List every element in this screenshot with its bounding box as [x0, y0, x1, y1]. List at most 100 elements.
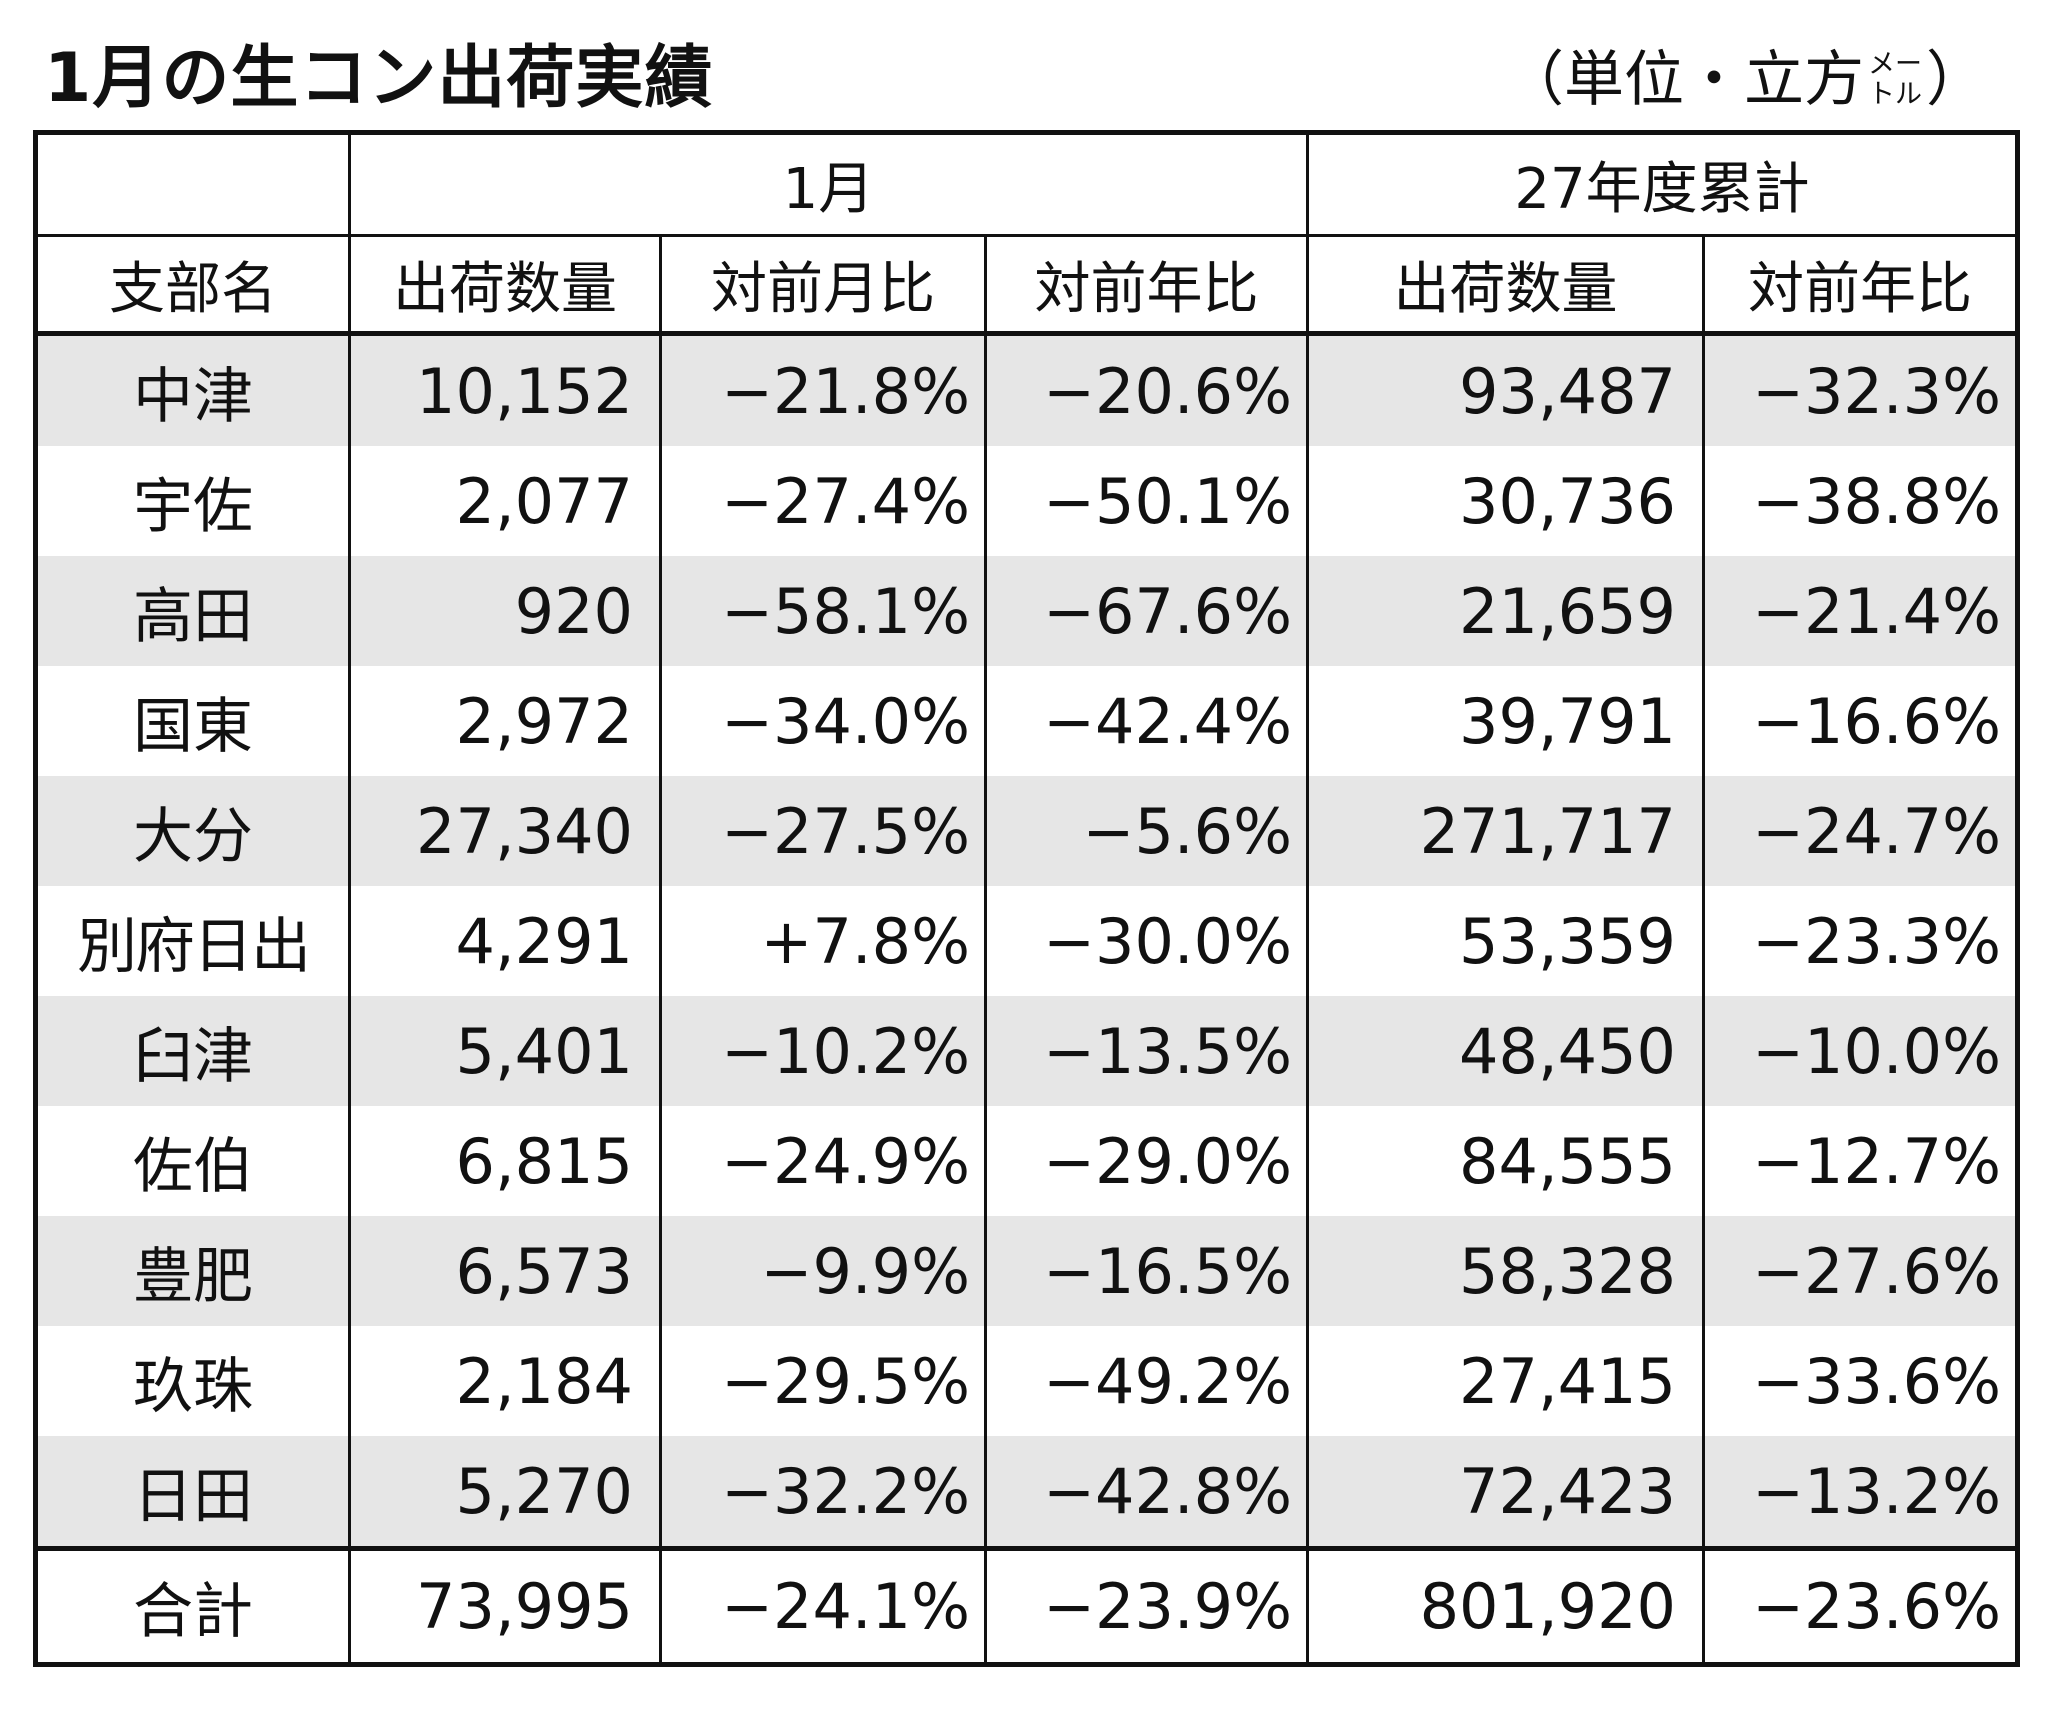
header-cum-qty: 出荷数量: [1306, 234, 1705, 336]
header-branch: 支部名: [34, 234, 351, 336]
table-row: 臼津 5,401 −10.2% −13.5% 48,450 −10.0%: [34, 996, 2020, 1106]
header-group-cumulative: 27年度累計: [1305, 131, 2020, 237]
month-yoy-cell: −29.0%: [984, 1106, 1309, 1216]
month-qty-cell: 920: [348, 556, 662, 666]
header-group-month: 1月: [348, 131, 1309, 237]
table-row: 高田 920 −58.1% −67.6% 21,659 −21.4%: [34, 556, 2020, 666]
total-branch: 合計: [34, 1546, 351, 1666]
month-mom-cell: −21.8%: [659, 333, 987, 446]
cum-qty-cell: 39,791: [1306, 666, 1705, 776]
table-row: 日田 5,270 −32.2% −42.8% 72,423 −13.2%: [34, 1436, 2020, 1549]
cum-yoy-cell: −27.6%: [1701, 1216, 2020, 1326]
cum-yoy-cell: −24.7%: [1701, 776, 2020, 886]
month-mom-cell: −9.9%: [659, 1216, 987, 1326]
cum-yoy-cell: −23.3%: [1701, 886, 2020, 996]
cum-yoy-cell: −16.6%: [1701, 666, 2020, 776]
month-qty-cell: 10,152: [348, 333, 662, 446]
month-yoy-cell: −42.8%: [984, 1436, 1309, 1549]
cum-yoy-cell: −32.3%: [1701, 333, 2020, 446]
month-qty-cell: 4,291: [348, 886, 662, 996]
table-row: 佐伯 6,815 −24.9% −29.0% 84,555 −12.7%: [34, 1106, 2020, 1216]
branch-cell: 中津: [34, 333, 351, 446]
table-row: 国東 2,972 −34.0% −42.4% 39,791 −16.6%: [34, 666, 2020, 776]
unit-open-paren: （: [1504, 45, 1564, 115]
branch-cell: 大分: [34, 776, 351, 886]
total-cum-qty: 801,920: [1306, 1546, 1705, 1666]
month-yoy-cell: −30.0%: [984, 886, 1309, 996]
branch-cell: 日田: [34, 1436, 351, 1549]
branch-cell: 国東: [34, 666, 351, 776]
month-qty-cell: 2,184: [348, 1326, 662, 1436]
cum-yoy-cell: −12.7%: [1701, 1106, 2020, 1216]
unit-prefix: 単位・立方: [1564, 45, 1864, 115]
table-row: 中津 10,152 −21.8% −20.6% 93,487 −32.3%: [34, 333, 2020, 446]
branch-cell: 豊肥: [34, 1216, 351, 1326]
branch-cell: 臼津: [34, 996, 351, 1106]
header-blank: [34, 131, 351, 237]
unit-stack-bottom: トル: [1868, 79, 1922, 110]
total-qty: 73,995: [348, 1546, 662, 1666]
cum-yoy-cell: −10.0%: [1701, 996, 2020, 1106]
cum-qty-cell: 48,450: [1306, 996, 1705, 1106]
total-yoy: −23.9%: [984, 1546, 1309, 1666]
unit-note: （ 単位・立方 メー トル ）: [1504, 40, 1986, 120]
month-yoy-cell: −49.2%: [984, 1326, 1309, 1436]
month-mom-cell: −32.2%: [659, 1436, 987, 1549]
month-yoy-cell: −5.6%: [984, 776, 1309, 886]
branch-cell: 佐伯: [34, 1106, 351, 1216]
cum-qty-cell: 27,415: [1306, 1326, 1705, 1436]
month-yoy-cell: −20.6%: [984, 333, 1309, 446]
month-mom-cell: −34.0%: [659, 666, 987, 776]
table-row: 宇佐 2,077 −27.4% −50.1% 30,736 −38.8%: [34, 446, 2020, 556]
cum-qty-cell: 58,328: [1306, 1216, 1705, 1326]
branch-cell: 別府日出: [34, 886, 351, 996]
header-column-row: 支部名 出荷数量 対前月比 対前年比 出荷数量 対前年比: [34, 234, 2020, 336]
shipment-table: 1月 27年度累計 支部名 出荷数量 対前月比 対前年比 出荷数量 対前年比 中…: [33, 130, 2021, 1667]
unit-stacked: メー トル: [1868, 50, 1922, 110]
month-qty-cell: 5,270: [348, 1436, 662, 1549]
cum-yoy-cell: −38.8%: [1701, 446, 2020, 556]
cum-yoy-cell: −33.6%: [1701, 1326, 2020, 1436]
unit-stack-top: メー: [1868, 49, 1922, 80]
month-qty-cell: 5,401: [348, 996, 662, 1106]
header-group-row: 1月 27年度累計: [34, 131, 2020, 237]
table-row: 別府日出 4,291 +7.8% −30.0% 53,359 −23.3%: [34, 886, 2020, 996]
month-mom-cell: −27.5%: [659, 776, 987, 886]
page-title: 1月の生コン出荷実績: [44, 39, 714, 118]
cum-qty-cell: 30,736: [1306, 446, 1705, 556]
month-qty-cell: 27,340: [348, 776, 662, 886]
table-row: 玖珠 2,184 −29.5% −49.2% 27,415 −33.6%: [34, 1326, 2020, 1436]
cum-qty-cell: 84,555: [1306, 1106, 1705, 1216]
month-qty-cell: 6,815: [348, 1106, 662, 1216]
header-cum-yoy: 対前年比: [1701, 234, 2020, 336]
unit-close-paren: ）: [1926, 45, 1986, 115]
total-cum-yoy: −23.6%: [1701, 1546, 2020, 1666]
cum-qty-cell: 53,359: [1306, 886, 1705, 996]
table-row: 大分 27,340 −27.5% −5.6% 271,717 −24.7%: [34, 776, 2020, 886]
total-row: 合計 73,995 −24.1% −23.9% 801,920 −23.6%: [34, 1546, 2020, 1666]
month-mom-cell: +7.8%: [659, 886, 987, 996]
cum-qty-cell: 93,487: [1306, 333, 1705, 446]
header-month-mom: 対前月比: [659, 234, 987, 336]
month-qty-cell: 2,972: [348, 666, 662, 776]
month-yoy-cell: −42.4%: [984, 666, 1309, 776]
month-mom-cell: −10.2%: [659, 996, 987, 1106]
month-mom-cell: −24.9%: [659, 1106, 987, 1216]
month-qty-cell: 6,573: [348, 1216, 662, 1326]
month-yoy-cell: −16.5%: [984, 1216, 1309, 1326]
cum-qty-cell: 21,659: [1306, 556, 1705, 666]
header-month-qty: 出荷数量: [348, 234, 662, 336]
table-row: 豊肥 6,573 −9.9% −16.5% 58,328 −27.6%: [34, 1216, 2020, 1326]
month-qty-cell: 2,077: [348, 446, 662, 556]
branch-cell: 宇佐: [34, 446, 351, 556]
month-yoy-cell: −13.5%: [984, 996, 1309, 1106]
cum-yoy-cell: −13.2%: [1701, 1436, 2020, 1549]
total-mom: −24.1%: [659, 1546, 987, 1666]
cum-yoy-cell: −21.4%: [1701, 556, 2020, 666]
month-mom-cell: −29.5%: [659, 1326, 987, 1436]
header-month-yoy: 対前年比: [984, 234, 1309, 336]
month-yoy-cell: −67.6%: [984, 556, 1309, 666]
month-yoy-cell: −50.1%: [984, 446, 1309, 556]
table-body: 中津 10,152 −21.8% −20.6% 93,487 −32.3% 宇佐 2,077−…: [34, 333, 2020, 1549]
cum-qty-cell: 271,717: [1306, 776, 1705, 886]
